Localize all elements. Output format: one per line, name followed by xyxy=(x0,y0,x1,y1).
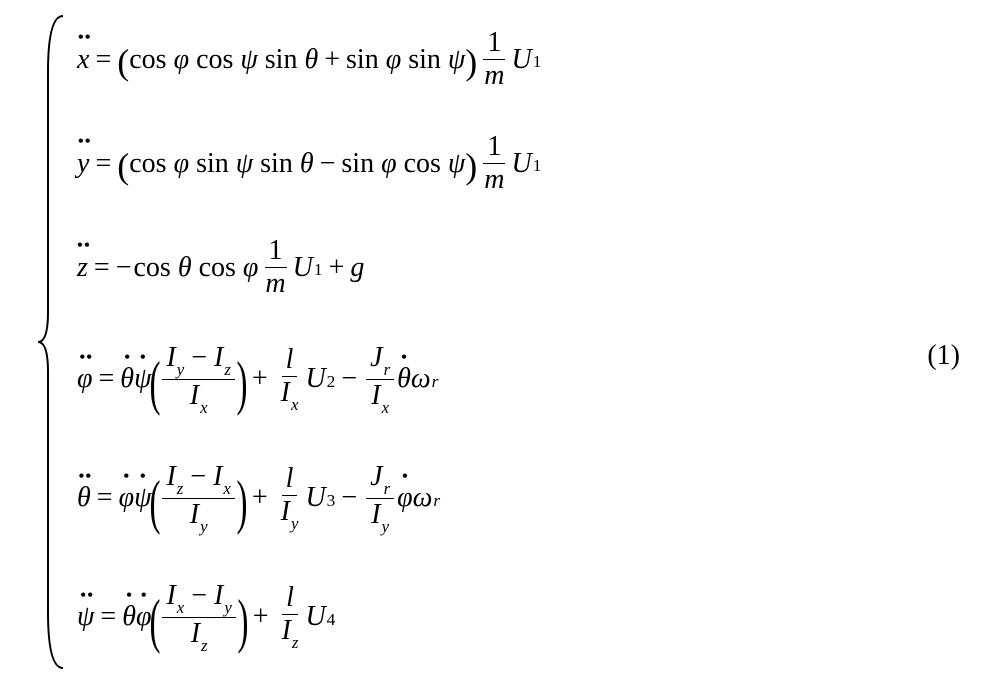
left-brace xyxy=(35,12,71,672)
eq-x: • •x = ( cos φ cos ψ sin θ + sin φ sin ψ… xyxy=(77,12,541,107)
eq-phi: • •φ = •θ •ψ ( Iy − Iz Ix ) + lIx U2 − J… xyxy=(77,324,541,434)
equation-number: (1) xyxy=(927,340,960,372)
eq-theta: • •θ = •φ •ψ ( Iz − Ix Iy ) + lIy U3 − J… xyxy=(77,443,541,553)
eq-psi: • •ψ = •θ •φ ( Ix − Iy Iz ) + lIz U4 xyxy=(77,562,541,672)
eq-z: • •z = − cos θ cos φ 1m U1 + g xyxy=(77,220,541,315)
psi-ddot: ψ xyxy=(77,601,94,632)
theta-ddot: θ xyxy=(77,482,91,513)
eq-y: • •y = ( cos φ sin ψ sin θ − sin φ cos ψ… xyxy=(77,116,541,211)
equation-list: • •x = ( cos φ cos ψ sin θ + sin φ sin ψ… xyxy=(71,12,541,672)
y-ddot: y xyxy=(77,148,89,179)
z-ddot: z xyxy=(77,252,88,283)
x-ddot: x xyxy=(77,44,89,75)
brace-and-equations: • •x = ( cos φ cos ψ sin θ + sin φ sin ψ… xyxy=(35,12,541,672)
phi-ddot: φ xyxy=(77,363,93,394)
equation-system: • •x = ( cos φ cos ψ sin θ + sin φ sin ψ… xyxy=(0,0,1000,697)
